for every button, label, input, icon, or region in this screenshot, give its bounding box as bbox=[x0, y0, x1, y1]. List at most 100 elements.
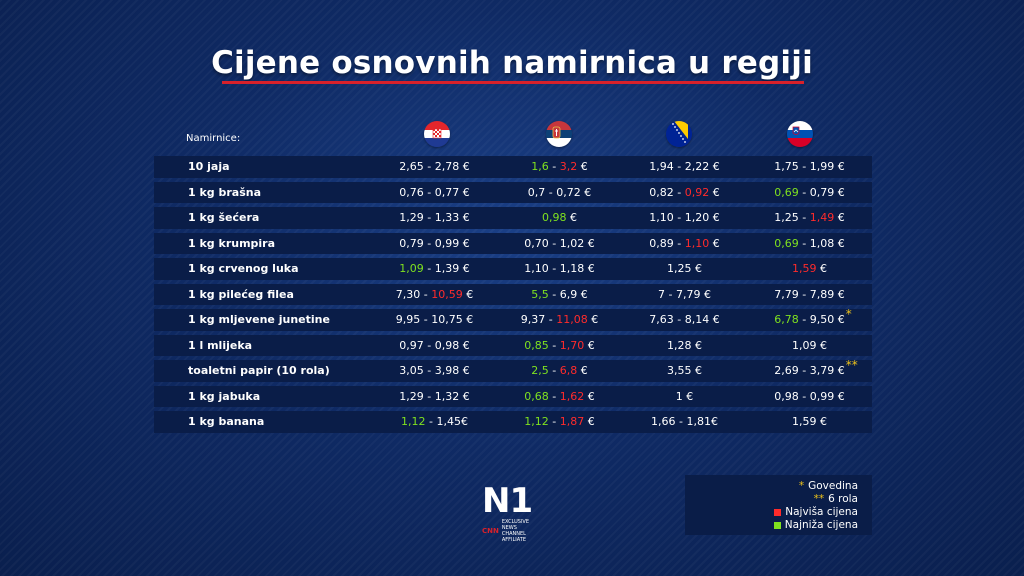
price-text: 0,76 - 0,77 € bbox=[399, 185, 470, 199]
lowest-price: 0,69 bbox=[774, 185, 799, 199]
price-text: 1,29 - 1,32 € bbox=[399, 389, 470, 403]
price-cell: 1,29 - 1,33 € bbox=[372, 211, 497, 224]
item-name: 10 jaja bbox=[188, 160, 230, 174]
price-text: € bbox=[587, 313, 599, 327]
item-name: 1 kg šećera bbox=[188, 211, 260, 225]
price-cell: 1,6 - 3,2 € bbox=[497, 160, 622, 173]
lowest-price: 1,12 bbox=[401, 415, 426, 429]
table-row: 1 kg brašna 0,76 - 0,77 € 0,7 - 0,72 € 0,82… bbox=[154, 181, 872, 203]
price-cell: 0,82 - 0,92 € bbox=[622, 186, 747, 199]
price-cell: 1,09 - 1,39 € bbox=[372, 262, 497, 275]
price-cell: 0,69 - 1,08 € bbox=[747, 237, 872, 250]
price-text: 1,25 € bbox=[667, 262, 702, 276]
highest-price: 6,8 bbox=[559, 364, 578, 378]
table-row: 1 l mlijeka 0,97 - 0,98 € 0,85 - 1,70 € 1,2… bbox=[154, 334, 872, 356]
price-cell: 0,79 - 0,99 € bbox=[372, 237, 497, 250]
price-text: 1,29 - 1,33 € bbox=[399, 211, 470, 225]
price-text: € bbox=[584, 415, 595, 429]
price-cell: 7,79 - 7,89 € bbox=[747, 288, 872, 301]
price-text: 1,25 - bbox=[774, 211, 810, 225]
price-text: 7 - 7,79 € bbox=[658, 287, 711, 301]
legend-item-highest: Najviša cijena bbox=[774, 506, 858, 518]
lowest-price: 5,5 bbox=[531, 287, 549, 301]
price-cell: 0,76 - 0,77 € bbox=[372, 186, 497, 199]
price-cell: 0,69 - 0,79 € bbox=[747, 186, 872, 199]
highest-price: 3,2 bbox=[559, 160, 578, 174]
highest-price: 1,87 bbox=[559, 415, 585, 429]
highest-price: 1,62 bbox=[559, 389, 585, 403]
price-text: - bbox=[548, 338, 560, 352]
lowest-price: 0,68 bbox=[524, 389, 549, 403]
highest-price: 1,49 bbox=[809, 211, 835, 225]
price-cell: 1,12 - 1,45€ bbox=[372, 415, 497, 428]
price-text: - bbox=[548, 415, 560, 429]
legend-label: 6 rola bbox=[828, 493, 858, 505]
red-square-icon bbox=[774, 508, 782, 516]
table-row: 1 kg mljevene junetine 9,95 - 10,75 € 9,37… bbox=[154, 307, 872, 331]
price-cell: 7,30 - 10,59 € bbox=[372, 288, 497, 301]
price-text: 1,75 - 1,99 € bbox=[774, 160, 845, 174]
price-text: - 1,39 € bbox=[423, 262, 470, 276]
footnote-star: * bbox=[845, 307, 852, 322]
price-text: 1 € bbox=[675, 389, 694, 403]
price-cell: 1,25 € bbox=[622, 262, 747, 275]
title-underline bbox=[222, 81, 804, 84]
price-text: € bbox=[834, 211, 845, 225]
price-text: 0,70 - 1,02 € bbox=[524, 236, 595, 250]
price-text: € bbox=[584, 338, 595, 352]
price-text: - 0,79 € bbox=[798, 185, 845, 199]
legend: * Govedina ** 6 rola Najviša cijena Najn… bbox=[685, 475, 872, 535]
price-text: 1,59 € bbox=[792, 415, 827, 429]
lowest-price: 1,09 bbox=[399, 262, 424, 276]
price-text: - 9,50 € bbox=[798, 313, 845, 327]
lowest-price: 2,5 bbox=[531, 364, 549, 378]
price-cell: 0,7 - 0,72 € bbox=[497, 186, 622, 199]
item-name: 1 l mlijeka bbox=[188, 338, 253, 352]
serbia-flag-icon bbox=[546, 121, 572, 147]
croatia-flag-icon bbox=[424, 121, 450, 147]
price-cell: 1,10 - 1,18 € bbox=[497, 262, 622, 275]
legend-label: Najviša cijena bbox=[785, 506, 858, 518]
footnote-star: ** bbox=[845, 358, 858, 373]
table-row: 1 kg crvenog luka 1,09 - 1,39 € 1,10 - 1,1… bbox=[154, 258, 872, 280]
highest-price: 10,59 bbox=[431, 287, 463, 301]
highest-price: 11,08 bbox=[556, 313, 588, 327]
lowest-price: 0,69 bbox=[774, 236, 799, 250]
price-text: 0,7 - 0,72 € bbox=[527, 185, 592, 199]
price-text: 3,05 - 3,98 € bbox=[399, 364, 470, 378]
price-text: 2,69 - 3,79 € bbox=[774, 364, 845, 378]
logo-main: N1 bbox=[482, 481, 533, 521]
price-cell: 1,09 € bbox=[747, 339, 872, 352]
price-text: € bbox=[709, 236, 720, 250]
price-text: 1,28 € bbox=[667, 338, 702, 352]
price-text: 9,95 - 10,75 € bbox=[395, 313, 474, 327]
price-cell: 9,95 - 10,75 € bbox=[372, 313, 497, 326]
price-cell: 0,85 - 1,70 € bbox=[497, 339, 622, 352]
table-row: 1 kg banana 1,12 - 1,45€ 1,12 - 1,87 €1,66… bbox=[154, 411, 872, 433]
price-cell: 1,29 - 1,32 € bbox=[372, 390, 497, 403]
price-cell: 1 € bbox=[622, 390, 747, 403]
price-cell: 3,55 € bbox=[622, 364, 747, 377]
price-text: 1,10 - 1,20 € bbox=[649, 211, 720, 225]
price-cell: 1,10 - 1,20 € bbox=[622, 211, 747, 224]
item-name: 1 kg jabuka bbox=[188, 389, 261, 403]
price-text: 1,66 - 1,81€ bbox=[651, 415, 718, 429]
logo-tagline: EXCLUSIVE NEWS CHANNEL AFFILIATE bbox=[501, 519, 529, 543]
price-cell: 9,37 - 11,08 € bbox=[497, 313, 622, 326]
lowest-price: 1,6 bbox=[531, 160, 549, 174]
price-text: - 6,9 € bbox=[548, 287, 588, 301]
price-cell: 1,59 € bbox=[747, 415, 872, 428]
price-text: 0,97 - 0,98 € bbox=[399, 338, 470, 352]
price-text: € bbox=[816, 262, 827, 276]
highest-price: 1,10 bbox=[684, 236, 710, 250]
price-cell: 1,66 - 1,81€ bbox=[622, 415, 747, 428]
item-name: toaletni papir (10 rola) bbox=[188, 364, 330, 378]
price-cell: 6,78 - 9,50 € * bbox=[747, 307, 872, 327]
highest-price: 1,59 bbox=[792, 262, 817, 276]
legend-star-double: ** bbox=[813, 493, 825, 505]
price-text: € bbox=[584, 389, 595, 403]
price-text: - bbox=[548, 160, 560, 174]
logo-affiliate: CNN EXCLUSIVE NEWS CHANNEL AFFILIATE bbox=[482, 519, 542, 543]
item-name: 1 kg pilećeg filea bbox=[188, 287, 294, 301]
price-cell: 2,69 - 3,79 € ** bbox=[747, 358, 872, 378]
